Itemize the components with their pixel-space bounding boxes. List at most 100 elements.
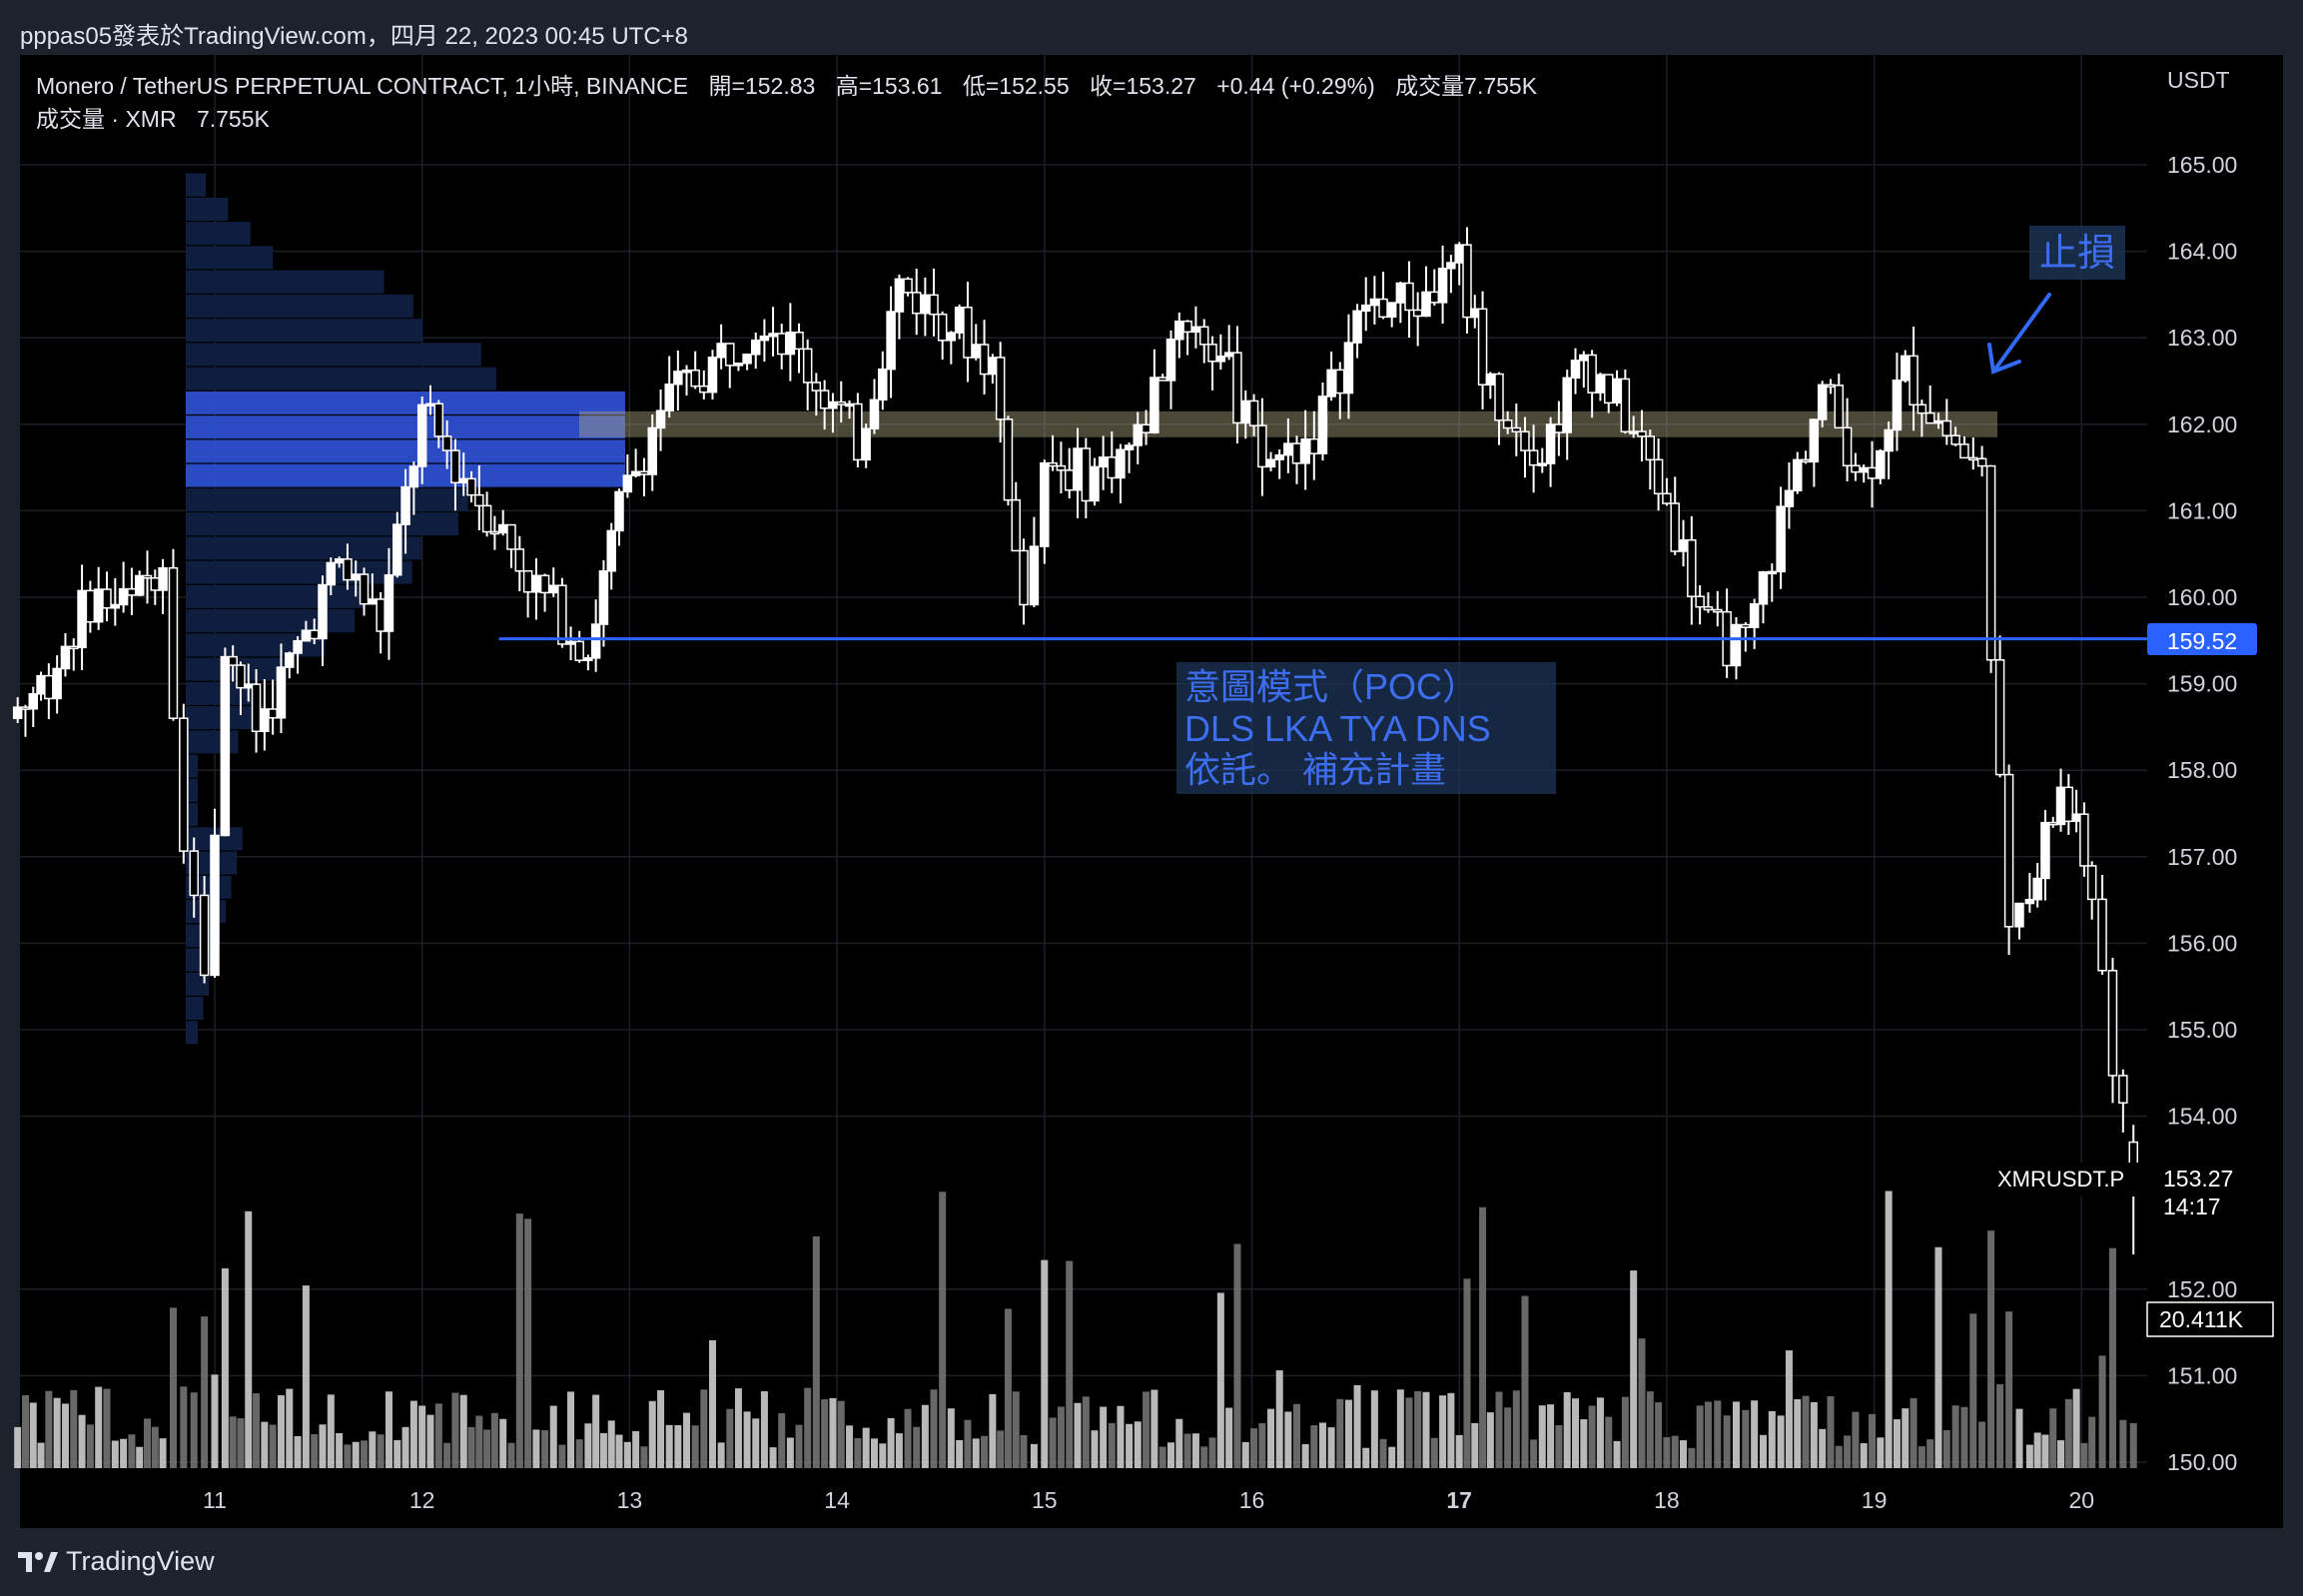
candle[interactable]: [1741, 621, 1751, 652]
candle[interactable]: [1511, 403, 1522, 456]
candle[interactable]: [408, 461, 419, 515]
candle[interactable]: [946, 331, 957, 365]
candle[interactable]: [134, 570, 145, 597]
candle[interactable]: [1133, 411, 1144, 464]
candle[interactable]: [318, 575, 328, 666]
candle[interactable]: [1011, 481, 1021, 552]
candle[interactable]: [963, 282, 973, 383]
candle[interactable]: [819, 380, 830, 430]
candle[interactable]: [557, 577, 567, 648]
candle[interactable]: [343, 543, 353, 590]
tradingview-logo[interactable]: TradingView: [18, 1546, 215, 1577]
candle[interactable]: [251, 669, 262, 753]
candle[interactable]: [2040, 810, 2050, 901]
candle[interactable]: [168, 548, 179, 721]
candle[interactable]: [1116, 443, 1126, 503]
candle[interactable]: [1587, 350, 1597, 418]
candle[interactable]: [158, 558, 168, 614]
candle[interactable]: [1545, 416, 1556, 487]
candle[interactable]: [359, 567, 370, 616]
candle[interactable]: [1165, 330, 1176, 409]
candle[interactable]: [886, 286, 896, 399]
candle[interactable]: [574, 630, 584, 663]
candle[interactable]: [878, 351, 888, 410]
candle[interactable]: [1437, 245, 1448, 324]
candle[interactable]: [1941, 399, 1952, 445]
candle[interactable]: [1257, 398, 1267, 496]
candle[interactable]: [189, 837, 199, 918]
candle[interactable]: [1976, 445, 1987, 477]
candle[interactable]: [1670, 476, 1680, 555]
candle[interactable]: [1809, 418, 1820, 487]
candle[interactable]: [1462, 227, 1472, 334]
candle[interactable]: [1917, 399, 1927, 437]
candle[interactable]: [384, 547, 394, 660]
candle[interactable]: [60, 633, 71, 677]
candle[interactable]: [285, 651, 295, 679]
candle[interactable]: [2032, 863, 2042, 908]
candle[interactable]: [1019, 538, 1029, 625]
candle[interactable]: [1150, 349, 1159, 434]
candle[interactable]: [707, 350, 718, 399]
candle[interactable]: [2086, 861, 2097, 920]
candle[interactable]: [1749, 598, 1760, 649]
candle[interactable]: [416, 396, 427, 484]
candle[interactable]: [1352, 304, 1362, 359]
candle[interactable]: [725, 343, 735, 389]
candle[interactable]: [598, 559, 609, 647]
candle[interactable]: [1924, 386, 1935, 424]
candle[interactable]: [12, 697, 23, 723]
candle[interactable]: [1620, 369, 1631, 434]
candle[interactable]: [450, 438, 460, 511]
candle[interactable]: [1317, 383, 1328, 461]
candle[interactable]: [929, 268, 939, 337]
candle[interactable]: [614, 488, 624, 546]
candle[interactable]: [2014, 902, 2024, 940]
candle[interactable]: [733, 363, 744, 372]
candle[interactable]: [1048, 434, 1058, 471]
candle[interactable]: [102, 571, 112, 622]
candle[interactable]: [481, 491, 492, 537]
candle[interactable]: [2097, 874, 2107, 975]
candle[interactable]: [1198, 319, 1209, 364]
candle[interactable]: [1232, 326, 1242, 444]
candle[interactable]: [1876, 448, 1886, 484]
candle[interactable]: [1404, 261, 1414, 338]
candle[interactable]: [110, 578, 121, 626]
poc-annotation-box[interactable]: [1176, 662, 1556, 794]
candle[interactable]: [903, 277, 913, 297]
candle[interactable]: [1892, 353, 1903, 451]
candle[interactable]: [622, 454, 633, 498]
candle[interactable]: [1215, 334, 1226, 371]
candle[interactable]: [811, 373, 822, 416]
candle[interactable]: [1950, 426, 1960, 446]
candle[interactable]: [1520, 416, 1530, 478]
candle[interactable]: [1767, 563, 1778, 602]
candle[interactable]: [1793, 451, 1803, 494]
candle[interactable]: [236, 661, 246, 715]
candle[interactable]: [433, 399, 444, 448]
candle[interactable]: [539, 573, 550, 612]
candle[interactable]: [466, 470, 476, 503]
candle[interactable]: [2118, 1069, 2128, 1133]
candle[interactable]: [1040, 459, 1050, 564]
candle[interactable]: [1662, 477, 1672, 506]
candle[interactable]: [1056, 441, 1067, 493]
candle[interactable]: [995, 342, 1006, 442]
candle[interactable]: [1090, 457, 1100, 506]
candle[interactable]: [1731, 616, 1742, 680]
candle[interactable]: [1842, 398, 1853, 481]
candle[interactable]: [179, 703, 189, 864]
candle[interactable]: [1968, 436, 1978, 470]
candle[interactable]: [2079, 802, 2089, 877]
candle[interactable]: [1562, 370, 1572, 460]
candle[interactable]: [1265, 451, 1276, 471]
candle[interactable]: [853, 393, 863, 467]
candle[interactable]: [474, 465, 484, 531]
candle[interactable]: [1248, 394, 1259, 436]
candle[interactable]: [1645, 429, 1656, 490]
candle[interactable]: [210, 808, 220, 978]
candle[interactable]: [392, 511, 402, 578]
candle[interactable]: [1029, 516, 1040, 607]
